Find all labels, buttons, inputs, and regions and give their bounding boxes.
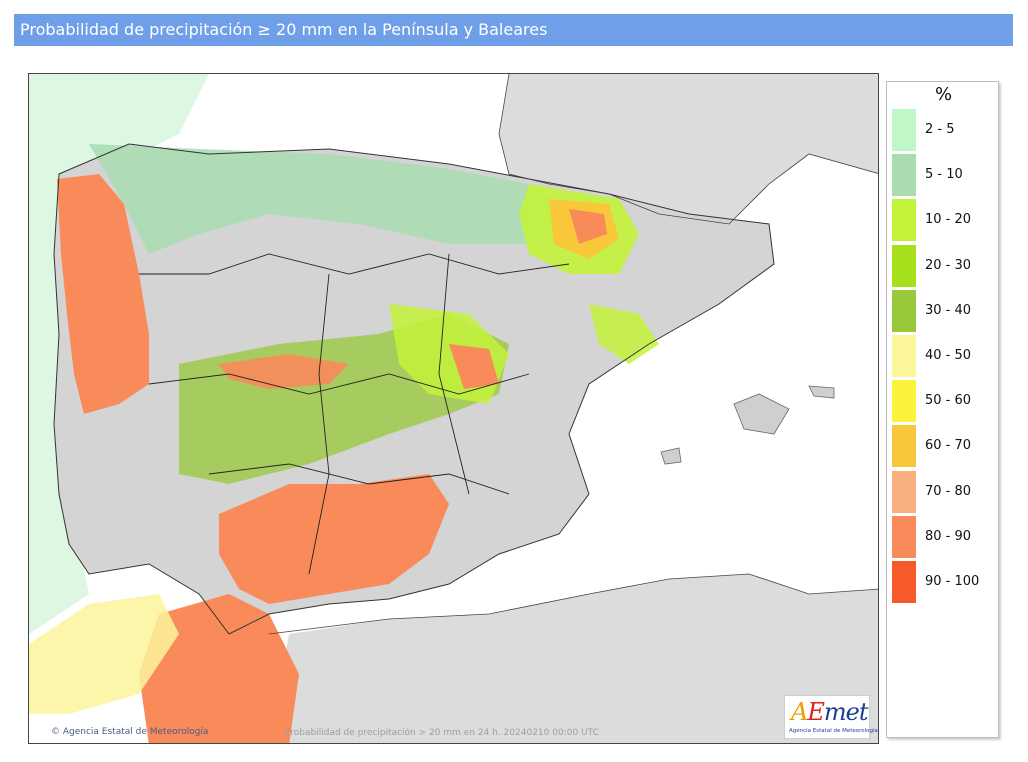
africa-land xyxy=(269,574,878,743)
legend-item: 5 - 10 xyxy=(892,154,996,197)
aemet-logo-word: AEmet xyxy=(791,698,868,726)
precip-gibraltar-yellow xyxy=(29,594,179,714)
precip-pyrenees-red xyxy=(569,209,607,244)
balearic-mallorca xyxy=(733,393,790,435)
legend-label: 60 - 70 xyxy=(925,438,972,454)
legend-item: 30 - 40 xyxy=(892,289,996,332)
legend-label: 2 - 5 xyxy=(925,122,955,137)
legend-swatch xyxy=(892,244,916,287)
precip-south-red xyxy=(219,474,449,604)
legend-swatch xyxy=(892,561,916,603)
map-caption: Probabilidad de precipitación > 20 mm en… xyxy=(285,728,599,738)
legend-label: 40 - 50 xyxy=(925,348,972,363)
legend-item: 70 - 80 xyxy=(892,470,996,513)
legend-item: 60 - 70 xyxy=(892,425,996,468)
france-coast xyxy=(498,74,878,225)
france-land xyxy=(499,74,878,224)
legend-swatch xyxy=(892,425,916,468)
legend-label: 10 - 20 xyxy=(925,212,972,228)
copyright-notice: © Agencia Estatal de Meteorología xyxy=(51,727,209,737)
legend-item: 50 - 60 xyxy=(892,380,996,423)
precipitation-map: © Agencia Estatal de Meteorología Probab… xyxy=(28,73,879,744)
legend-item: 40 - 50 xyxy=(892,335,996,377)
legend-swatch xyxy=(892,335,916,377)
legend-item: 90 - 100 xyxy=(892,561,996,603)
legend-swatch xyxy=(892,380,916,423)
legend-swatch xyxy=(892,289,916,332)
balearic-menorca xyxy=(808,385,835,399)
legend-label: 20 - 30 xyxy=(925,257,972,273)
precip-north-green xyxy=(89,144,569,254)
map-graphic xyxy=(29,74,878,743)
legend-swatch xyxy=(892,515,916,558)
precip-portugal xyxy=(57,174,149,414)
legend-label: 5 - 10 xyxy=(925,167,963,183)
map-title: Probabilidad de precipitación ≥ 20 mm en… xyxy=(14,14,1013,46)
precip-east-orange xyxy=(449,344,499,389)
balearic-ibiza xyxy=(660,447,682,465)
precip-central-red xyxy=(219,354,349,389)
aemet-logo-subtext: Agencia Estatal de Meteorología xyxy=(789,728,878,734)
legend-item: 80 - 90 xyxy=(892,515,996,558)
legend-swatch xyxy=(892,154,916,197)
legend-label: 70 - 80 xyxy=(925,483,972,499)
aemet-logo: AEmet Agencia Estatal de Meteorología xyxy=(784,695,878,739)
legend-unit: % xyxy=(934,84,953,105)
legend-swatch xyxy=(892,470,916,513)
africa-coast xyxy=(268,573,878,635)
legend-label: 90 - 100 xyxy=(925,574,980,589)
legend-label: 30 - 40 xyxy=(925,302,972,318)
legend-item: 2 - 5 xyxy=(892,109,996,151)
legend-label: 80 - 90 xyxy=(925,528,972,544)
legend-swatch xyxy=(892,199,916,242)
legend-swatch xyxy=(892,109,916,151)
region-borders xyxy=(139,253,570,575)
precip-gibraltar-red xyxy=(139,594,299,743)
legend-item: 20 - 30 xyxy=(892,244,996,287)
legend: % 2 - 5 5 - 10 10 - 20 20 - 30 30 - 40 40 - 5… xyxy=(886,81,999,738)
legend-item: 10 - 20 xyxy=(892,199,996,242)
legend-label: 50 - 60 xyxy=(925,393,972,409)
